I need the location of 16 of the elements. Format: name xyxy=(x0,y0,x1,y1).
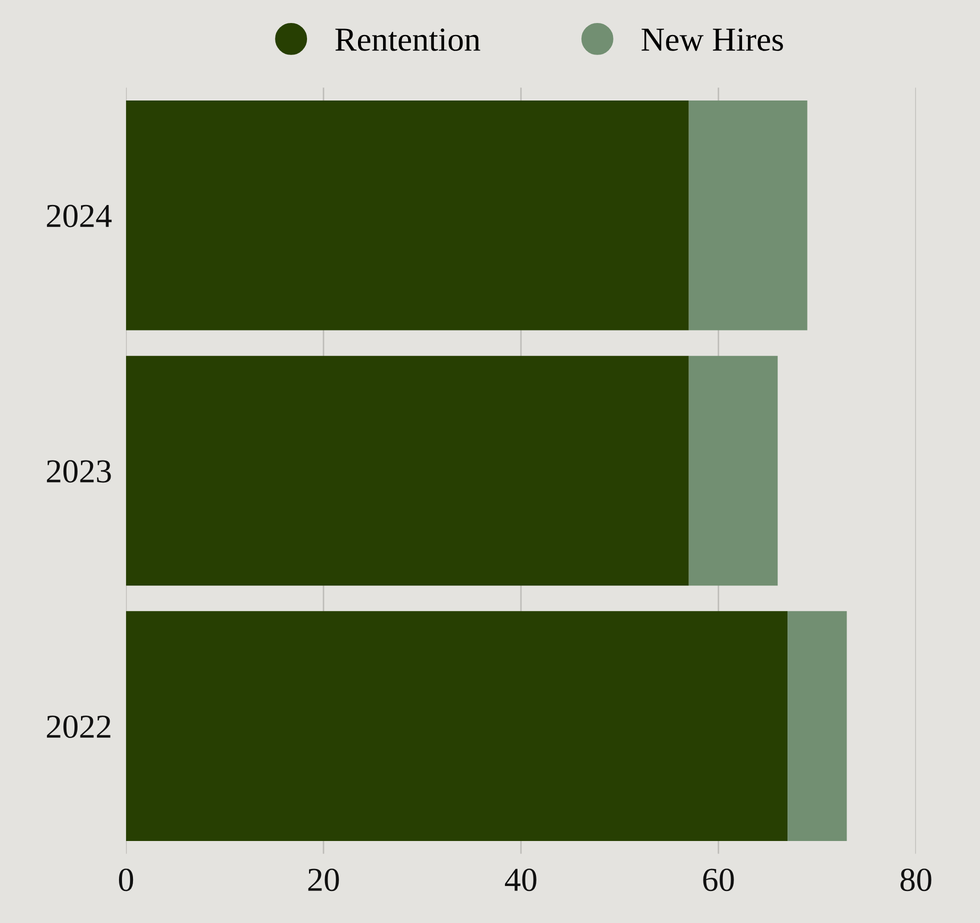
x-tick-label: 20 xyxy=(308,868,339,892)
bar xyxy=(688,356,778,586)
y-tick-label: 2024 xyxy=(46,204,112,228)
bar xyxy=(688,100,808,330)
bar xyxy=(126,100,689,330)
x-tick-label: 60 xyxy=(703,868,734,892)
x-tick-label: 40 xyxy=(504,868,536,892)
y-tick-label: 2022 xyxy=(46,715,110,738)
legend-label: Rentention xyxy=(335,28,480,51)
x-tick-label: 80 xyxy=(900,868,932,892)
x-tick-label: 0 xyxy=(118,868,134,892)
bar xyxy=(126,356,689,586)
bar xyxy=(788,611,847,842)
legend-label: New Hires xyxy=(642,28,783,51)
y-tick-label: 2023 xyxy=(46,460,111,483)
bar xyxy=(126,611,788,842)
